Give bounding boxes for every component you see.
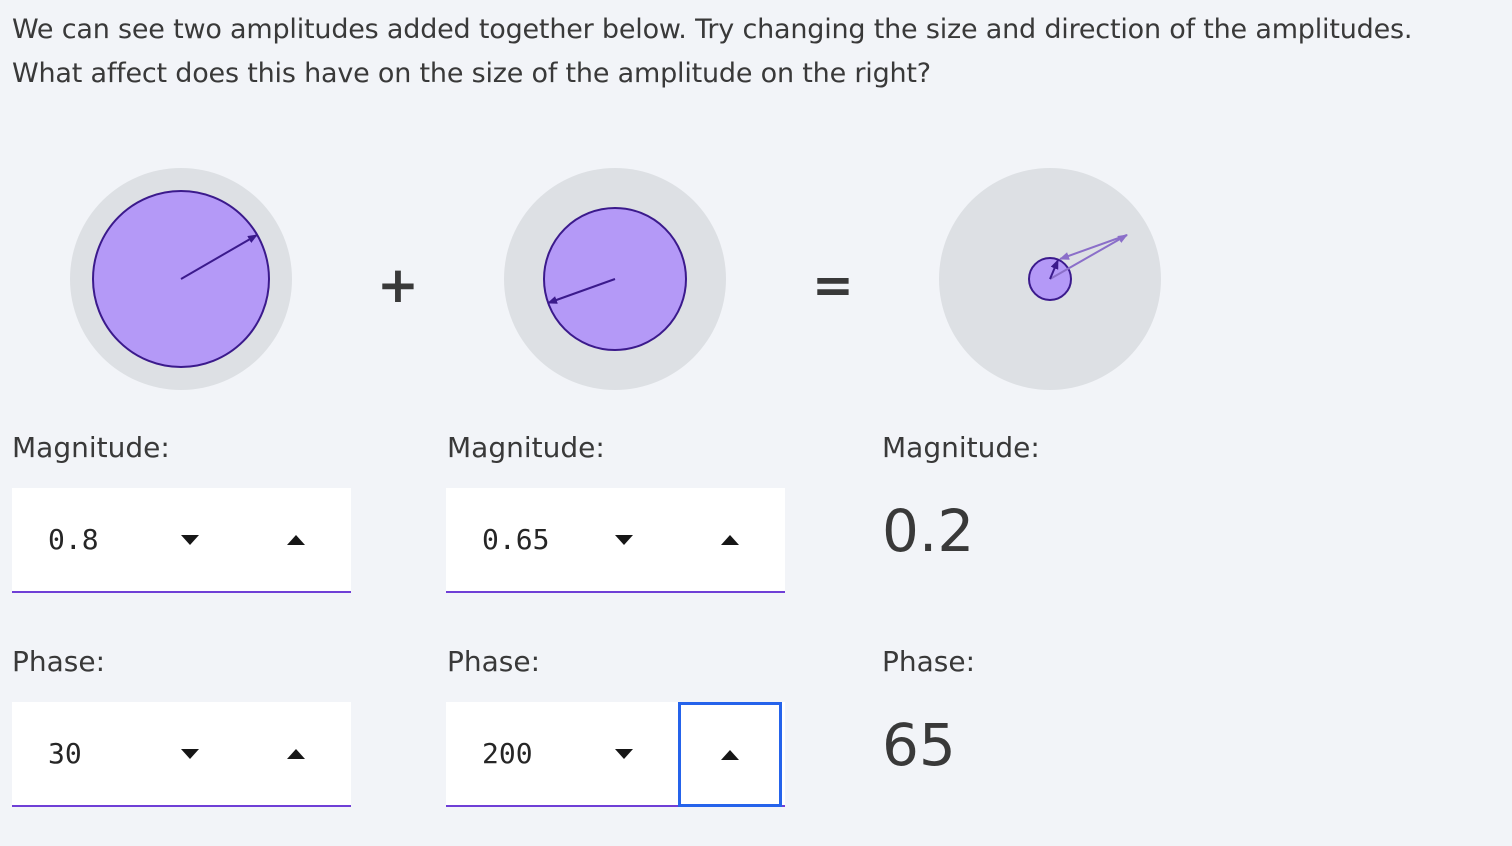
result-phase-label: Phase: [882,645,976,678]
plus-operator: + [377,256,419,314]
equals-operator: = [812,256,854,314]
amplitude-b-phase-decrement-button[interactable] [572,702,676,805]
caret-down-icon [181,748,199,759]
amplitude-b-circle [543,207,687,351]
amplitude-b-magnitude-stepper[interactable]: 0.65 [446,488,785,593]
amplitude-b-phase-value[interactable]: 200 [482,737,533,770]
caret-up-icon [721,749,739,760]
result-magnitude-label: Magnitude: [882,431,1040,464]
amplitude-b-background [504,168,726,390]
amplitude-a-phase-value[interactable]: 30 [48,737,82,770]
intro-line-2: What affect does this have on the size o… [12,58,931,89]
caret-up-icon [721,534,739,545]
caret-down-icon [615,748,633,759]
amplitude-a-background [70,168,292,390]
amplitude-b-phase-increment-button[interactable] [678,702,782,807]
amplitude-b-magnitude-value[interactable]: 0.65 [482,523,550,556]
amplitude-a-magnitude-increment-button[interactable] [244,488,348,591]
amplitude-b-phase-label: Phase: [447,645,541,678]
caret-up-icon [287,534,305,545]
amplitude-a-phase-decrement-button[interactable] [138,702,242,805]
amplitude-a-circle [92,190,270,368]
result-circle [1028,257,1072,301]
amplitude-a-magnitude-stepper[interactable]: 0.8 [12,488,351,593]
result-dial [939,168,1161,390]
result-ghost-arrow-b [1059,234,1128,260]
amplitude-b-phase-stepper[interactable]: 200 [446,702,785,807]
amplitude-a-magnitude-value[interactable]: 0.8 [48,523,99,556]
result-arrow [1049,259,1059,280]
result-magnitude-value: 0.2 [882,497,975,565]
result-ghost-arrow-a [1049,234,1128,280]
intro-text: We can see two amplitudes added together… [12,8,1502,96]
amplitude-b-magnitude-decrement-button[interactable] [572,488,676,591]
amplitude-a-magnitude-decrement-button[interactable] [138,488,242,591]
caret-down-icon [181,534,199,545]
caret-down-icon [615,534,633,545]
amplitude-a-arrow [180,234,258,280]
amplitude-a-phase-label: Phase: [12,645,106,678]
amplitude-a-dial [70,168,292,390]
amplitude-b-magnitude-increment-button[interactable] [678,488,782,591]
amplitude-b-dial [504,168,726,390]
result-phase-value: 65 [882,711,956,779]
amplitude-a-phase-increment-button[interactable] [244,702,348,805]
result-background [939,168,1161,390]
amplitude-a-phase-stepper[interactable]: 30 [12,702,351,807]
caret-up-icon [287,748,305,759]
amplitude-b-arrow [547,278,616,304]
intro-line-1: We can see two amplitudes added together… [12,14,1413,45]
amplitude-a-magnitude-label: Magnitude: [12,431,170,464]
amplitude-b-magnitude-label: Magnitude: [447,431,605,464]
